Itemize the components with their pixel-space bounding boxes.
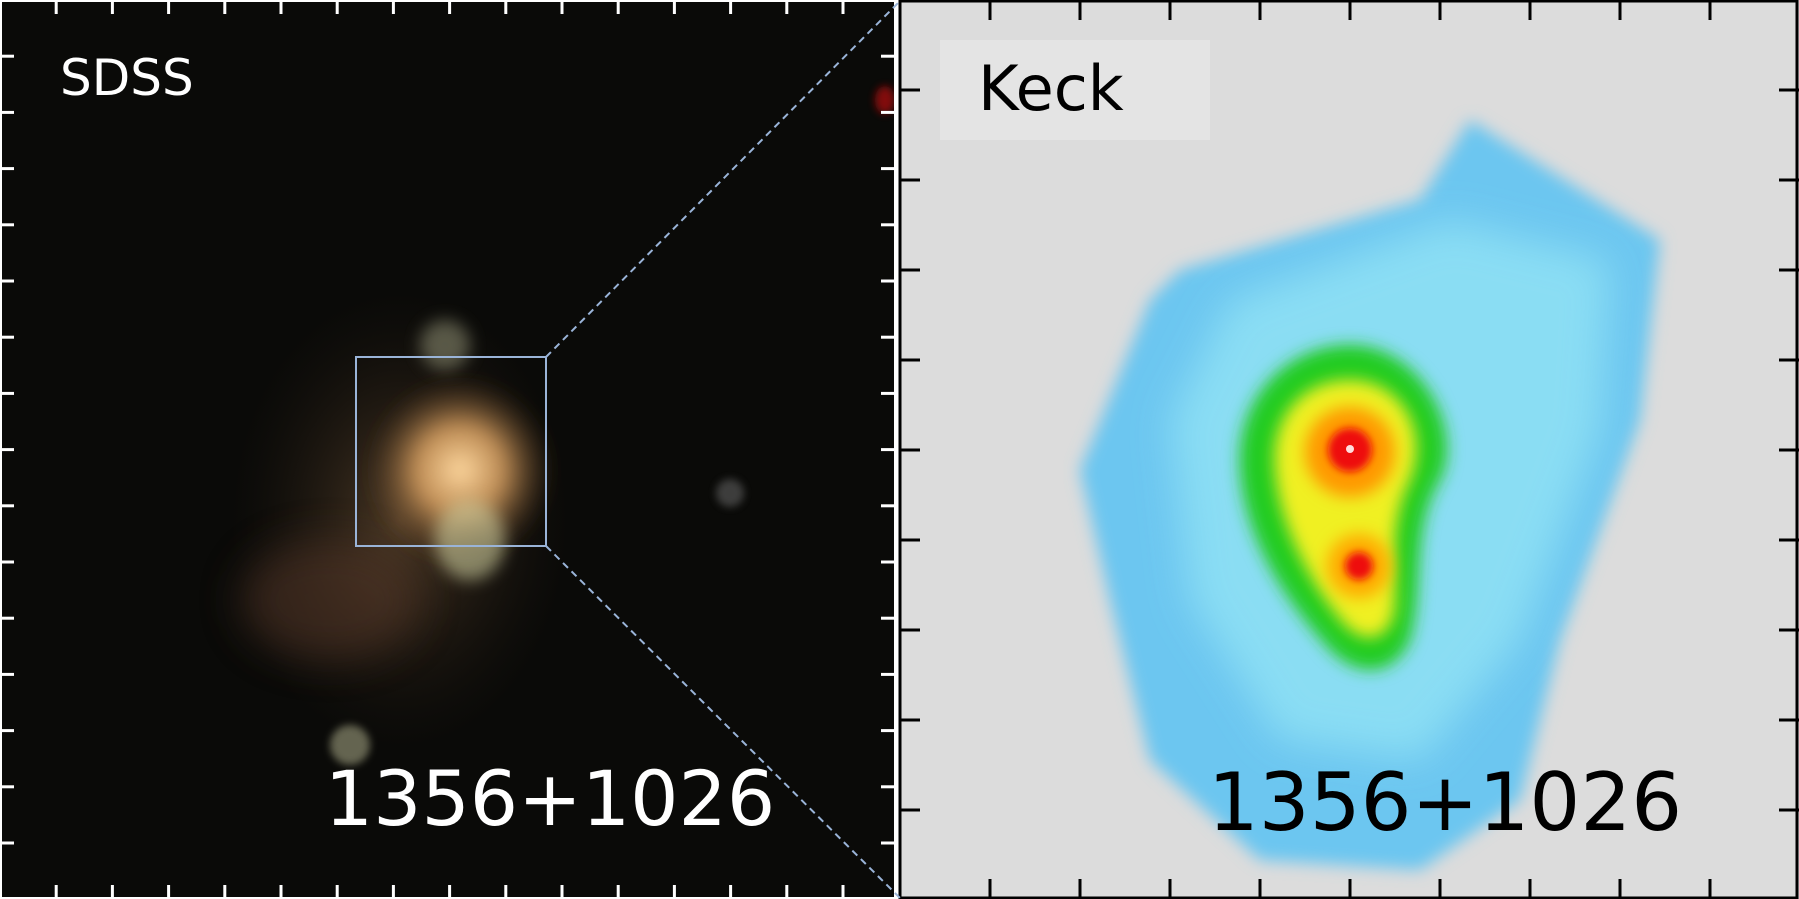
panel-label: SDSS [60, 49, 194, 107]
keck-frame [898, 0, 1799, 899]
keck-panel: Keck 1356+1026 [900, 0, 1799, 899]
red-source [875, 86, 895, 114]
sdss-ticks [0, 0, 895, 899]
object-label: 1356+1026 [1208, 756, 1682, 849]
nucleus [1345, 552, 1373, 580]
nucleus-peak [1346, 445, 1354, 453]
sdss-panel: SDSS 1356+1026 [0, 0, 895, 899]
knot [716, 479, 744, 507]
object-label: 1356+1026 [325, 754, 776, 843]
label-backdrop [940, 40, 1210, 140]
knot [420, 320, 470, 370]
panel-label: Keck [978, 52, 1124, 125]
zoom-box [355, 356, 547, 547]
galaxy-core [365, 375, 555, 565]
knot [330, 725, 370, 765]
keck-ticks [900, 0, 1799, 899]
knot [435, 500, 505, 580]
galaxy-arm [240, 540, 420, 660]
sdss-frame [0, 0, 896, 899]
